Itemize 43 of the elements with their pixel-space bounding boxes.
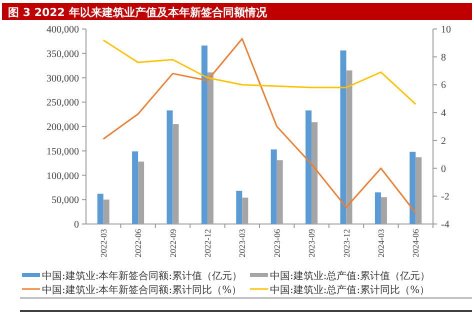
bar — [270, 149, 277, 224]
y2-tick-label: 10 — [441, 24, 451, 36]
y2-tick-label: 0 — [441, 164, 446, 175]
title: 图 3 2022 年以来建筑业产值及本年新签合同额情况 — [2, 3, 472, 20]
y-tick-label: 100,000 — [46, 170, 79, 182]
x-tick-label: 2022-03 — [98, 229, 108, 258]
bar — [340, 50, 346, 224]
y-tick-label: 300,000 — [46, 73, 79, 84]
y2-tick-label: 4 — [441, 108, 446, 120]
y2-tick-label: -4 — [441, 220, 450, 230]
y2-tick-label: 8 — [441, 52, 446, 64]
y2-tick-label: 6 — [441, 80, 446, 92]
x-tick-label: 2023-06 — [272, 229, 282, 258]
x-tick-label: 2024-03 — [376, 229, 386, 258]
x-tick-label: 2024-06 — [410, 229, 421, 258]
y2-tick-label: -2 — [441, 192, 450, 203]
bar — [374, 192, 381, 224]
bar — [410, 152, 416, 224]
legend-label: 中国:建筑业:本年新签合同额:累计同比（%） — [42, 284, 242, 296]
x-tick-label: 2022-12 — [202, 229, 212, 258]
y-tick-label: 350,000 — [46, 48, 79, 60]
y-tick-label: 50,000 — [52, 195, 79, 206]
bar — [201, 46, 208, 224]
legend-label: 中国:建筑业:本年新签合同额:累计值（亿元） — [42, 270, 242, 282]
chart-title: 图 3 2022 年以来建筑业产值及本年新签合同额情况 — [8, 6, 268, 19]
bar — [97, 194, 104, 224]
bar — [166, 110, 173, 224]
bar — [236, 190, 242, 224]
y-tick-label: 400,000 — [46, 24, 79, 36]
x-tick-label: 2023-03 — [237, 229, 248, 258]
legend-label: 中国:建筑业:总产值:累计值（亿元） — [270, 270, 430, 282]
y-tick-label: 0 — [74, 220, 79, 230]
x-tick-label: 2023-09 — [306, 229, 317, 258]
y-tick-label: 250,000 — [46, 98, 79, 109]
bar — [306, 110, 312, 224]
y-tick-label: 200,000 — [46, 122, 79, 133]
y-tick-label: 150,000 — [46, 146, 79, 158]
x-tick-label: 2022-09 — [168, 229, 178, 258]
bar — [132, 151, 138, 224]
legend-label: 中国:建筑业:总产值:累计同比（%） — [270, 284, 430, 296]
y2-tick-label: 2 — [441, 136, 446, 147]
x-tick-label: 2022-06 — [133, 229, 144, 258]
x-tick-label: 2023-12 — [341, 229, 352, 258]
